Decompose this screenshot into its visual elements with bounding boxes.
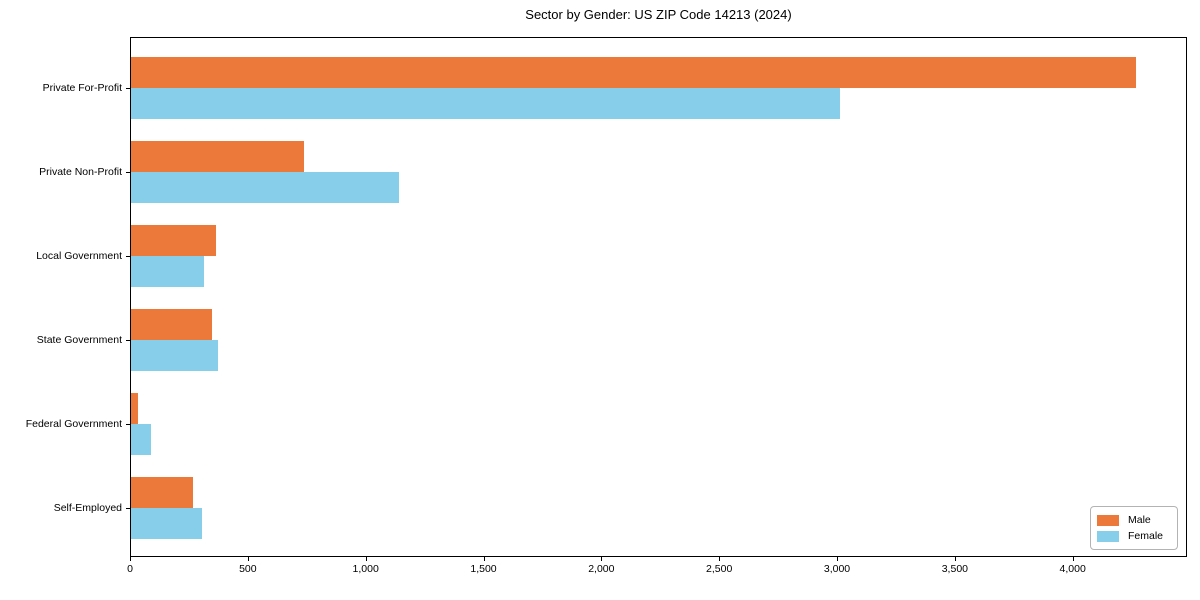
ytick-mark-private-non-profit <box>126 172 130 173</box>
xtick-mark-3000 <box>837 557 839 561</box>
xtick-mark-2000 <box>601 557 603 561</box>
ytick-mark-self-employed <box>126 508 130 509</box>
ytick-label-self-employed: Self-Employed <box>53 502 122 514</box>
ytick-mark-local-government <box>126 256 130 257</box>
xtick-mark-2500 <box>719 557 721 561</box>
ytick-mark-private-for-profit <box>126 88 130 89</box>
xtick-mark-1000 <box>365 557 367 561</box>
ytick-mark-state-government <box>126 340 130 341</box>
xtick-mark-1500 <box>483 557 485 561</box>
legend-label-male: Male <box>1128 514 1151 526</box>
bar-male-federal-government <box>131 393 138 424</box>
bar-male-private-non-profit <box>131 141 304 172</box>
bar-male-local-government <box>131 225 216 256</box>
bar-female-local-government <box>131 256 204 287</box>
legend-swatch-male <box>1097 514 1119 526</box>
legend-swatch-female <box>1097 530 1119 542</box>
ytick-label-private-for-profit: Private For-Profit <box>42 82 122 94</box>
xtick-mark-0 <box>130 557 131 561</box>
bar-male-state-government <box>131 309 212 340</box>
xtick-mark-500 <box>247 557 249 561</box>
ytick-label-federal-government: Federal Government <box>25 418 122 430</box>
xtick-label-0: 0 <box>127 563 133 575</box>
legend-label-female: Female <box>1128 530 1164 542</box>
xtick-label-2000: 2,000 <box>588 563 615 575</box>
ytick-label-local-government: Local Government <box>36 250 122 262</box>
bar-female-private-non-profit <box>131 172 399 203</box>
xtick-label-4000: 4,000 <box>1059 563 1086 575</box>
legend-entry-female: Female <box>1097 528 1170 544</box>
bar-female-state-government <box>131 340 218 371</box>
ytick-mark-federal-government <box>126 424 130 425</box>
legend: Male Female <box>1090 506 1178 550</box>
ytick-label-private-non-profit: Private Non-Profit <box>39 166 122 178</box>
bar-male-private-for-profit <box>131 57 1136 88</box>
ytick-label-state-government: State Government <box>36 334 122 346</box>
bar-female-private-for-profit <box>131 88 840 119</box>
chart-title: Sector by Gender: US ZIP Code 14213 (202… <box>525 7 792 22</box>
bar-female-self-employed <box>131 508 202 539</box>
xtick-label-500: 500 <box>239 563 257 575</box>
xtick-label-1500: 1,500 <box>470 563 497 575</box>
legend-entry-male: Male <box>1097 512 1170 528</box>
xtick-label-1000: 1,000 <box>352 563 379 575</box>
xtick-mark-3500 <box>954 557 956 561</box>
xtick-label-3000: 3,000 <box>823 563 851 575</box>
xtick-mark-4000 <box>1072 557 1074 561</box>
plot-area <box>130 37 1187 557</box>
xtick-label-3500: 3,500 <box>941 563 968 575</box>
bar-female-federal-government <box>131 424 151 455</box>
xtick-label-2500: 2,500 <box>706 563 733 575</box>
bar-male-self-employed <box>131 477 193 508</box>
